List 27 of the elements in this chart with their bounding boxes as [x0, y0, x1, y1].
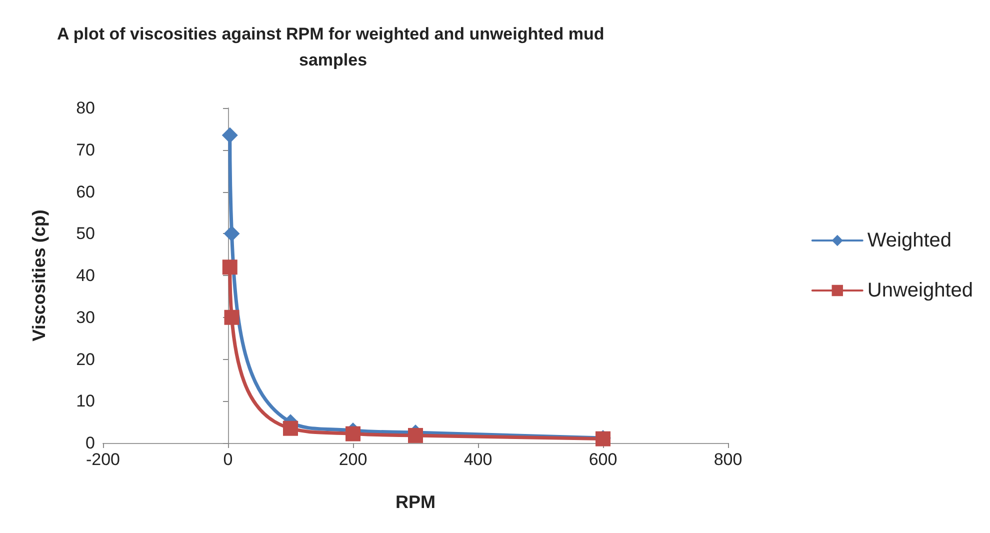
point — [222, 127, 238, 144]
x-tick-label: 800 — [714, 450, 742, 469]
x-tick-label: 400 — [464, 450, 492, 469]
point — [224, 226, 240, 242]
x-tick-label: 0 — [223, 450, 233, 469]
x-axis-title: RPM — [396, 492, 436, 512]
y-tick-label: 0 — [86, 434, 95, 452]
point — [346, 426, 360, 442]
legend-label: Weighted — [867, 230, 952, 252]
y-tick-label: 70 — [76, 140, 95, 160]
point — [283, 420, 298, 436]
x-tick-label: -200 — [86, 450, 120, 469]
point — [224, 310, 240, 325]
x-tick-label: 600 — [588, 450, 618, 469]
y-tick-label: 60 — [76, 182, 95, 202]
y-axis-title: Viscosities (cp) — [29, 210, 49, 342]
y-tick-label: 50 — [76, 224, 95, 244]
chart-title: A plot of viscosities against RPM for weighted and unweighted mud samples — [57, 24, 609, 70]
x-tick-label: 200 — [338, 450, 368, 469]
y-tick-label: 20 — [76, 350, 95, 369]
y-tick-label: 10 — [76, 392, 95, 411]
point — [408, 428, 423, 443]
y-tick-label: 30 — [76, 308, 95, 327]
y-tick-label: 80 — [76, 98, 95, 118]
legend-label: Unweighted — [867, 280, 973, 302]
y-tick-label: 40 — [76, 266, 95, 285]
point — [222, 260, 238, 275]
